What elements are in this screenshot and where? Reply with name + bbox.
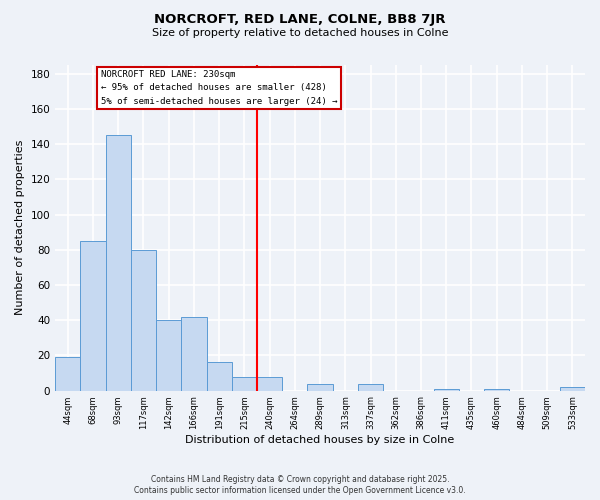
Bar [257,376,282,390]
Bar [55,357,80,390]
Bar [206,362,232,390]
Bar [484,389,509,390]
Bar [80,241,106,390]
Text: NORCROFT RED LANE: 230sqm
← 95% of detached houses are smaller (428)
5% of semi-: NORCROFT RED LANE: 230sqm ← 95% of detac… [101,70,337,106]
Y-axis label: Number of detached properties: Number of detached properties [15,140,25,316]
Bar [181,316,206,390]
Bar [307,384,332,390]
X-axis label: Distribution of detached houses by size in Colne: Distribution of detached houses by size … [185,435,455,445]
Text: Contains HM Land Registry data © Crown copyright and database right 2025.: Contains HM Land Registry data © Crown c… [151,475,449,484]
Bar [131,250,156,390]
Bar [560,387,585,390]
Text: Contains public sector information licensed under the Open Government Licence v3: Contains public sector information licen… [134,486,466,495]
Bar [156,320,181,390]
Bar [232,376,257,390]
Bar [434,389,459,390]
Bar [106,136,131,390]
Text: NORCROFT, RED LANE, COLNE, BB8 7JR: NORCROFT, RED LANE, COLNE, BB8 7JR [154,12,446,26]
Bar [358,384,383,390]
Text: Size of property relative to detached houses in Colne: Size of property relative to detached ho… [152,28,448,38]
